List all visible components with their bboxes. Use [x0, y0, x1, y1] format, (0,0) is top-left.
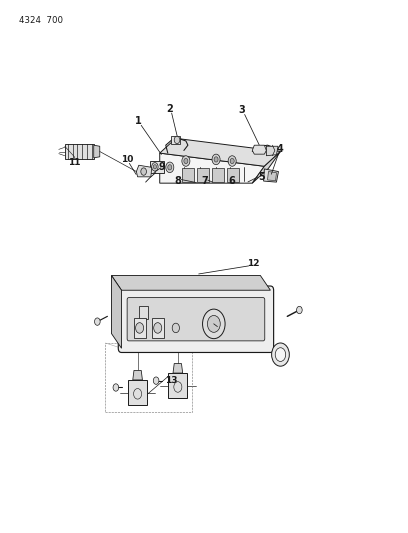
Text: 13: 13 [165, 376, 177, 385]
Text: 9: 9 [158, 163, 165, 172]
Circle shape [152, 163, 158, 171]
Circle shape [275, 348, 286, 361]
Circle shape [153, 377, 159, 384]
Text: 1: 1 [135, 116, 142, 126]
Text: 3: 3 [239, 105, 246, 115]
Polygon shape [266, 146, 278, 156]
Circle shape [207, 316, 220, 332]
Text: 12: 12 [247, 260, 259, 268]
Polygon shape [136, 165, 152, 177]
Circle shape [135, 322, 144, 333]
Polygon shape [133, 370, 142, 380]
Polygon shape [252, 145, 266, 154]
Polygon shape [160, 139, 280, 166]
Text: 7: 7 [202, 175, 208, 185]
Circle shape [184, 158, 188, 164]
FancyBboxPatch shape [127, 297, 265, 341]
Polygon shape [182, 168, 194, 182]
Circle shape [212, 154, 220, 165]
Polygon shape [252, 151, 280, 183]
Text: 4324  700: 4324 700 [19, 16, 63, 25]
Circle shape [202, 309, 225, 338]
Polygon shape [65, 144, 94, 159]
Polygon shape [197, 168, 209, 182]
Circle shape [166, 162, 174, 173]
Polygon shape [168, 373, 188, 398]
Text: 5: 5 [258, 172, 264, 182]
Polygon shape [171, 136, 180, 144]
Circle shape [230, 158, 234, 164]
Polygon shape [128, 380, 147, 405]
Circle shape [168, 165, 172, 170]
Circle shape [113, 384, 119, 391]
Polygon shape [139, 306, 149, 319]
Text: 2: 2 [166, 104, 173, 114]
Circle shape [182, 156, 190, 166]
Polygon shape [160, 153, 264, 183]
Text: 6: 6 [229, 175, 235, 185]
Circle shape [228, 156, 236, 166]
Circle shape [272, 343, 289, 366]
Polygon shape [111, 276, 271, 290]
Circle shape [141, 168, 146, 175]
Polygon shape [133, 318, 146, 338]
Circle shape [172, 323, 180, 333]
FancyBboxPatch shape [118, 286, 274, 352]
Circle shape [153, 165, 157, 169]
Text: 10: 10 [120, 155, 133, 164]
Polygon shape [227, 168, 239, 182]
Polygon shape [152, 318, 164, 338]
Polygon shape [111, 276, 122, 348]
Circle shape [95, 318, 100, 325]
Polygon shape [268, 172, 277, 181]
Circle shape [174, 136, 180, 143]
Polygon shape [150, 161, 164, 173]
Polygon shape [212, 168, 224, 182]
Text: 4: 4 [277, 144, 284, 154]
Polygon shape [264, 169, 278, 182]
Circle shape [214, 157, 218, 162]
Circle shape [154, 322, 162, 333]
Text: 8: 8 [174, 175, 181, 185]
Text: 11: 11 [68, 158, 81, 167]
Circle shape [297, 306, 302, 314]
Polygon shape [94, 145, 100, 158]
Polygon shape [173, 364, 183, 373]
